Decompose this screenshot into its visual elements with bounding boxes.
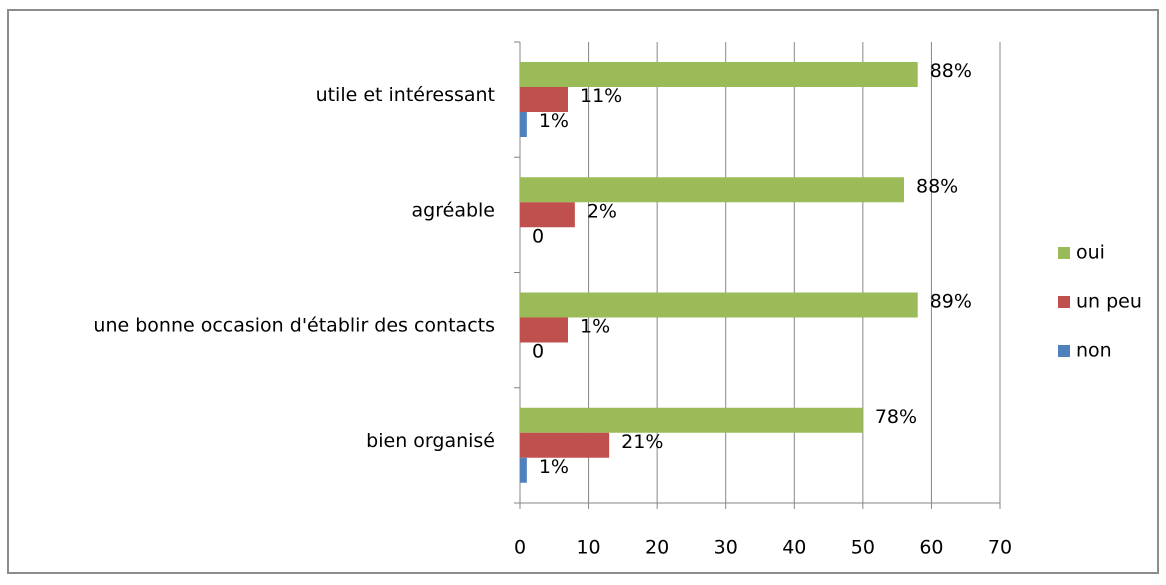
data-label: 1% <box>539 110 569 132</box>
data-label: 89% <box>930 291 972 313</box>
data-label: 11% <box>580 85 622 107</box>
bar <box>520 457 527 483</box>
bar <box>520 177 904 203</box>
y-tick-label: bien organisé <box>366 430 495 452</box>
x-tick-label: 70 <box>988 537 1012 559</box>
y-tick-label: utile et intéressant <box>316 84 495 106</box>
bar <box>520 202 575 228</box>
x-tick-label: 20 <box>645 537 669 559</box>
y-tick-label: agréable <box>412 199 495 221</box>
bar <box>520 407 863 433</box>
legend-swatch <box>1058 296 1070 308</box>
bar <box>520 87 568 112</box>
x-tick-label: 40 <box>782 537 806 559</box>
bar <box>520 112 527 137</box>
x-tick-label: 0 <box>514 537 526 559</box>
y-tick-label: une bonne occasion d'établir des contact… <box>93 315 495 337</box>
data-label: 21% <box>621 431 663 453</box>
x-tick-label: 30 <box>714 537 738 559</box>
data-label: 78% <box>875 406 917 428</box>
x-tick-label: 10 <box>576 537 600 559</box>
x-tick-label: 50 <box>851 537 875 559</box>
data-label: 1% <box>539 456 569 478</box>
chart-border <box>7 9 1159 574</box>
data-label: 88% <box>916 175 958 197</box>
data-label: 2% <box>587 200 617 222</box>
legend-label: non <box>1076 340 1112 362</box>
legend-label: oui <box>1076 242 1105 264</box>
bar <box>520 62 918 87</box>
bar <box>520 317 568 343</box>
data-label: 1% <box>580 316 610 338</box>
legend-swatch <box>1058 345 1070 357</box>
data-label: 0 <box>532 341 544 363</box>
bar <box>520 292 918 318</box>
legend-swatch <box>1058 247 1070 259</box>
legend-label: un peu <box>1076 291 1142 313</box>
bar <box>520 432 610 458</box>
x-tick-label: 60 <box>919 537 943 559</box>
data-label: 88% <box>930 60 972 82</box>
data-label: 0 <box>532 225 544 247</box>
